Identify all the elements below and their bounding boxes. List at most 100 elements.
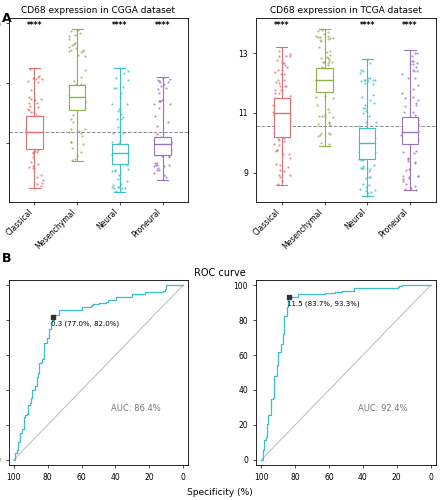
Point <box>115 107 122 115</box>
Point <box>157 134 164 141</box>
Point <box>276 136 283 143</box>
Point <box>411 150 418 158</box>
Point <box>284 122 291 130</box>
Point <box>320 72 327 80</box>
Point <box>110 146 117 154</box>
Point <box>401 114 408 122</box>
Point <box>401 186 408 194</box>
Point <box>276 166 283 174</box>
Point <box>109 183 116 191</box>
Point <box>165 144 172 152</box>
Point <box>272 147 279 155</box>
Point <box>401 136 408 144</box>
Point <box>370 76 377 84</box>
Point <box>117 140 124 148</box>
Point <box>116 143 123 151</box>
Point <box>413 186 420 194</box>
Point <box>27 86 34 94</box>
Point <box>326 48 334 56</box>
Point <box>407 126 414 134</box>
Point <box>80 82 87 90</box>
Point <box>24 138 31 146</box>
Point <box>79 92 86 100</box>
Point <box>361 104 368 112</box>
Point <box>403 136 410 144</box>
Point <box>32 139 39 147</box>
Point <box>286 154 293 162</box>
Point <box>66 94 73 102</box>
Point <box>35 122 42 130</box>
Point <box>70 104 77 112</box>
Point <box>26 102 33 110</box>
Point <box>157 147 164 155</box>
Point <box>26 106 33 114</box>
Point <box>68 84 75 92</box>
Point <box>273 102 280 110</box>
Point <box>38 75 45 83</box>
Point <box>315 87 322 95</box>
Point <box>358 127 365 135</box>
Point <box>327 88 334 96</box>
Point <box>24 130 31 138</box>
Point <box>117 180 124 188</box>
Point <box>39 113 46 121</box>
Title: CD68 expression in CGGA dataset: CD68 expression in CGGA dataset <box>22 6 176 16</box>
Point <box>358 138 365 146</box>
Point <box>279 59 286 67</box>
Point <box>125 149 132 157</box>
Point <box>121 184 128 192</box>
Point <box>167 75 174 83</box>
Point <box>151 138 158 145</box>
Point <box>357 130 364 138</box>
Point <box>49 312 56 320</box>
Point <box>26 99 33 107</box>
Point <box>153 130 160 138</box>
Point <box>407 113 414 121</box>
Point <box>367 166 374 173</box>
Point <box>364 134 371 141</box>
Point <box>116 184 123 192</box>
Point <box>324 28 331 36</box>
Point <box>71 156 78 164</box>
Point <box>314 26 321 34</box>
Point <box>368 126 375 134</box>
Point <box>398 70 405 78</box>
Point <box>320 30 327 38</box>
Point <box>153 146 160 154</box>
Point <box>401 102 408 110</box>
Point <box>358 156 365 164</box>
Point <box>412 138 419 146</box>
Point <box>272 89 279 97</box>
Point <box>315 132 322 140</box>
Point <box>285 126 292 134</box>
Point <box>276 130 283 138</box>
Point <box>324 74 331 82</box>
Point <box>361 78 368 86</box>
Point <box>363 134 370 141</box>
Point <box>34 143 41 151</box>
Point <box>400 124 407 132</box>
Point <box>110 129 117 137</box>
Text: ****: **** <box>155 20 170 30</box>
Point <box>325 59 332 67</box>
Point <box>364 129 371 137</box>
Point <box>166 160 173 168</box>
Point <box>121 158 128 166</box>
Point <box>411 48 418 56</box>
Point <box>114 149 121 157</box>
Point <box>400 148 407 156</box>
Point <box>359 110 366 118</box>
Point <box>326 83 333 91</box>
Point <box>360 68 367 76</box>
Point <box>317 80 324 88</box>
Point <box>402 116 409 124</box>
Point <box>120 156 127 164</box>
Point <box>364 138 371 146</box>
Point <box>357 142 364 150</box>
Point <box>114 146 121 154</box>
Point <box>275 48 282 56</box>
Point <box>280 166 287 174</box>
Point <box>283 123 290 131</box>
Point <box>273 56 280 64</box>
FancyBboxPatch shape <box>26 116 43 148</box>
